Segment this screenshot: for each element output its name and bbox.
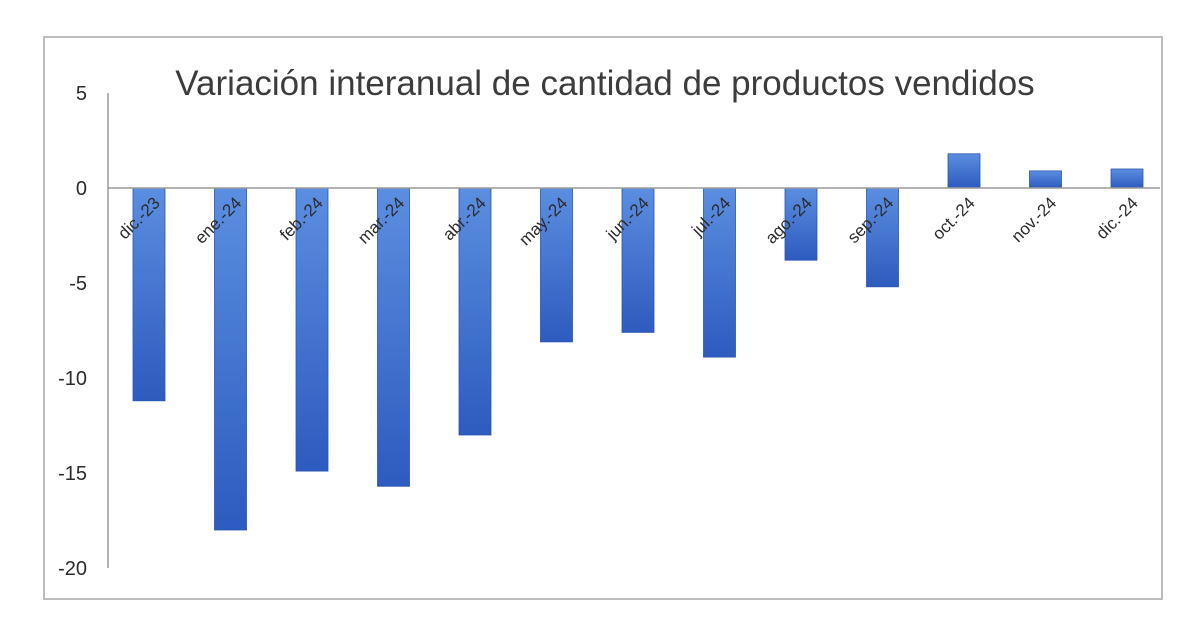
y-tick-label: -15 [58, 463, 87, 485]
y-tick-label: -10 [58, 368, 87, 390]
bar-mar.-24 [377, 187, 410, 487]
bars [132, 153, 1144, 531]
bar-jul.-24 [703, 187, 736, 358]
y-tick-label: -20 [58, 558, 87, 580]
bar-ene.-24 [214, 187, 247, 531]
bar-dic.-24 [1110, 168, 1144, 189]
x-tick-label: oct.-24 [929, 193, 979, 243]
x-tick-label: dic.-24 [1092, 193, 1142, 243]
bar-nov.-24 [1029, 170, 1062, 189]
chart-title: Variación interanual de cantidad de prod… [175, 64, 1035, 103]
bar-oct.-24 [947, 153, 981, 189]
y-tick-label: 5 [76, 83, 87, 105]
bar-jun.-24 [621, 187, 655, 333]
bar-abr.-24 [458, 187, 492, 436]
y-tick-label: 0 [76, 178, 87, 200]
bar-dic.-23 [132, 187, 166, 402]
bar-may.-24 [540, 187, 573, 343]
bar-feb.-24 [295, 187, 329, 472]
y-tick-label: -5 [69, 273, 87, 295]
bar-sep.-24 [866, 187, 899, 288]
x-tick-label: nov.-24 [1008, 193, 1061, 246]
y-axis: 5 0 -5 -10 -15 -20 [58, 83, 109, 580]
